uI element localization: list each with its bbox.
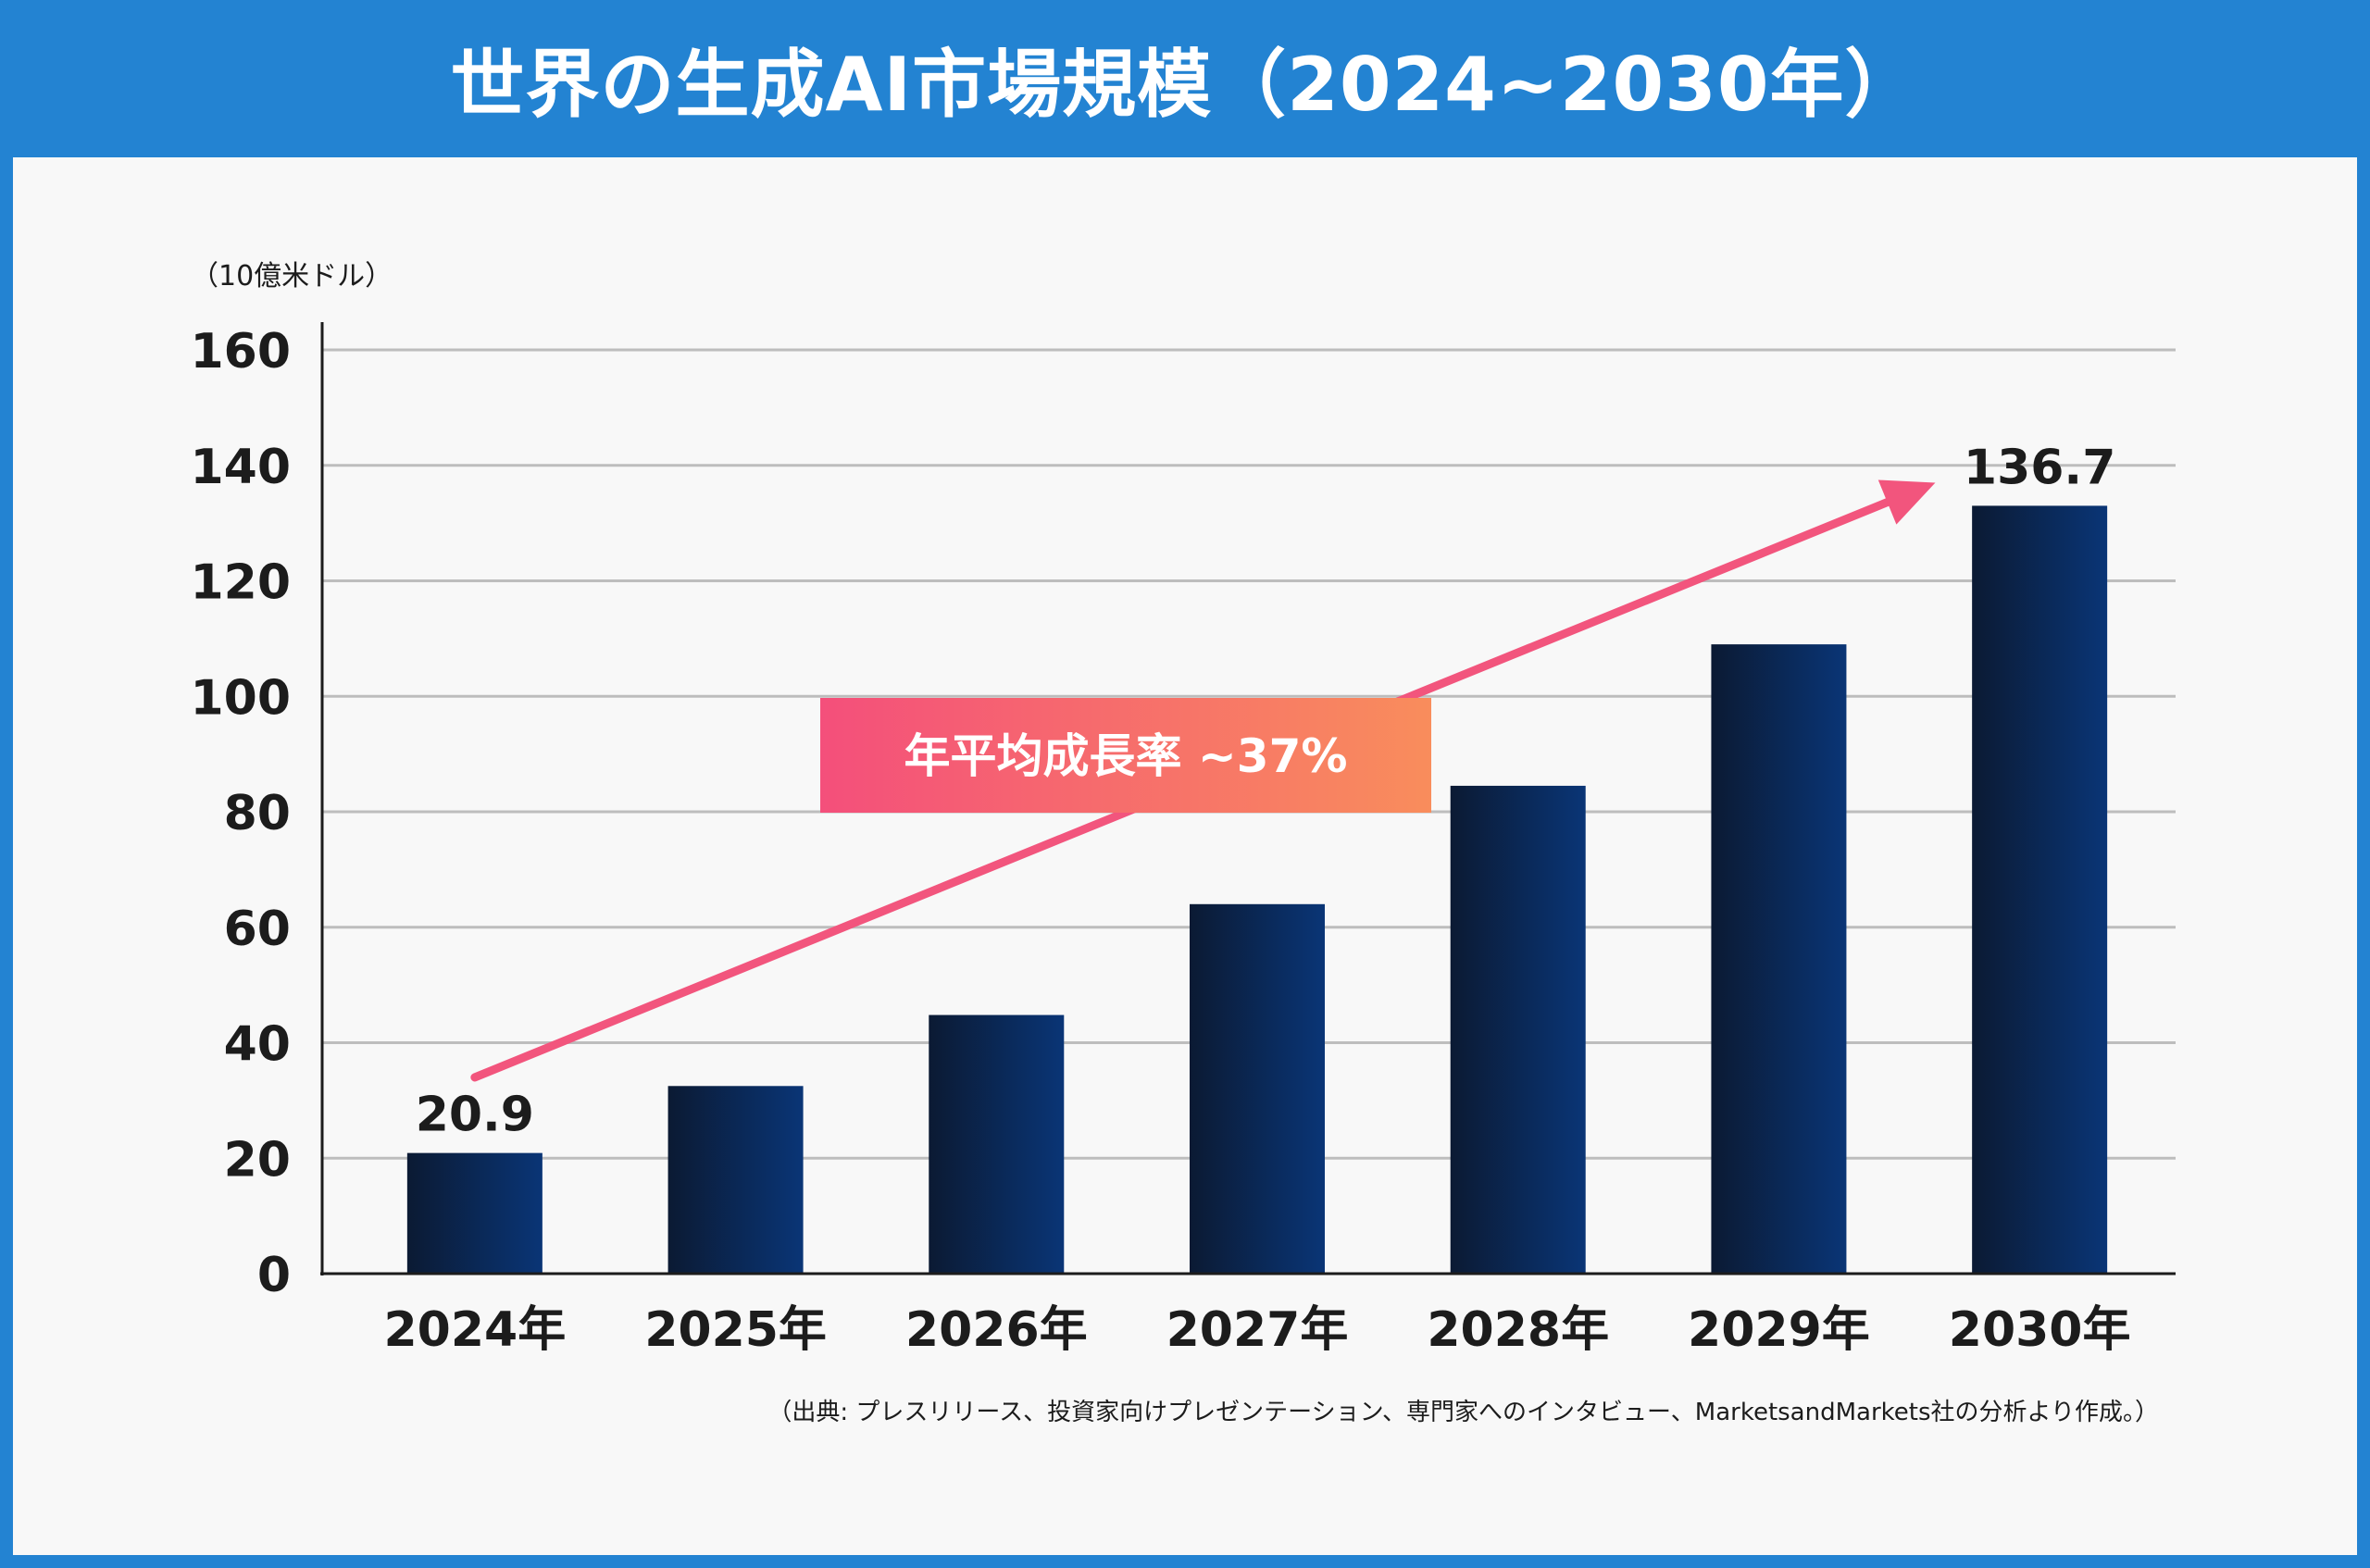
x-tick-label-2025年: 2025年 bbox=[644, 1302, 827, 1358]
y-tick-label-80: 80 bbox=[224, 786, 291, 841]
y-tick-label-140: 140 bbox=[190, 440, 291, 495]
bar-2028年 bbox=[1450, 785, 1586, 1274]
bar-2029年 bbox=[1711, 644, 1847, 1274]
y-axis-unit-label: （10億米ドル） bbox=[191, 260, 393, 292]
bar-2025年 bbox=[667, 1086, 804, 1274]
x-tick-label-2029年: 2029年 bbox=[1688, 1302, 1870, 1358]
bar-2027年 bbox=[1190, 903, 1325, 1274]
y-tick-label-20: 20 bbox=[224, 1132, 291, 1188]
cagr-callout: 年平均成長率 ~37% bbox=[820, 698, 1431, 813]
growth-arrow-head bbox=[1877, 479, 1936, 525]
bars bbox=[406, 505, 2108, 1274]
source-note: （出典: プレスリリース、投資家向けプレゼンテーション、専門家へのインタビュー、… bbox=[767, 1399, 2159, 1426]
data-label-2030年: 136.7 bbox=[1964, 440, 2115, 495]
x-tick-labels: 2024年 2025年 2026年 2027年 2028年 2029年 2030年 bbox=[383, 1302, 2130, 1358]
data-label-2024年: 20.9 bbox=[416, 1088, 534, 1143]
y-tick-label-60: 60 bbox=[224, 902, 291, 957]
x-tick-label-2024年: 2024年 bbox=[383, 1302, 566, 1358]
x-tick-label-2027年: 2027年 bbox=[1166, 1302, 1349, 1358]
x-tick-label-2026年: 2026年 bbox=[905, 1302, 1088, 1358]
data-labels: 20.9 136.7 bbox=[416, 440, 2116, 1142]
cagr-callout-box bbox=[820, 698, 1431, 813]
chart-title: 世界の生成AI市場規模（2024~2030年） bbox=[450, 42, 1920, 128]
bar-2030年 bbox=[1972, 505, 2108, 1274]
axes bbox=[320, 322, 2176, 1276]
bar-2026年 bbox=[929, 1014, 1065, 1274]
chart-panel: （10億米ドル） 0 20 40 60 80 100 120 140 160 2024年 2025… bbox=[13, 157, 2357, 1555]
cagr-callout-text: 年平均成長率 ~37% bbox=[904, 729, 1348, 783]
title-bar: 世界の生成AI市場規模（2024~2030年） bbox=[0, 0, 2370, 157]
y-tick-label-120: 120 bbox=[190, 555, 291, 611]
y-tick-label-100: 100 bbox=[190, 670, 291, 726]
x-tick-label-2028年: 2028年 bbox=[1427, 1302, 1609, 1358]
y-tick-label-40: 40 bbox=[224, 1017, 291, 1073]
y-tick-labels: 0 20 40 60 80 100 120 140 160 bbox=[190, 324, 291, 1303]
y-tick-label-0: 0 bbox=[257, 1248, 291, 1303]
bar-2024年 bbox=[406, 1152, 543, 1274]
x-tick-label-2030年: 2030年 bbox=[1949, 1302, 2131, 1358]
y-tick-label-160: 160 bbox=[190, 324, 291, 380]
bar-chart: （10億米ドル） 0 20 40 60 80 100 120 140 160 2024年 2025… bbox=[190, 260, 2176, 1426]
